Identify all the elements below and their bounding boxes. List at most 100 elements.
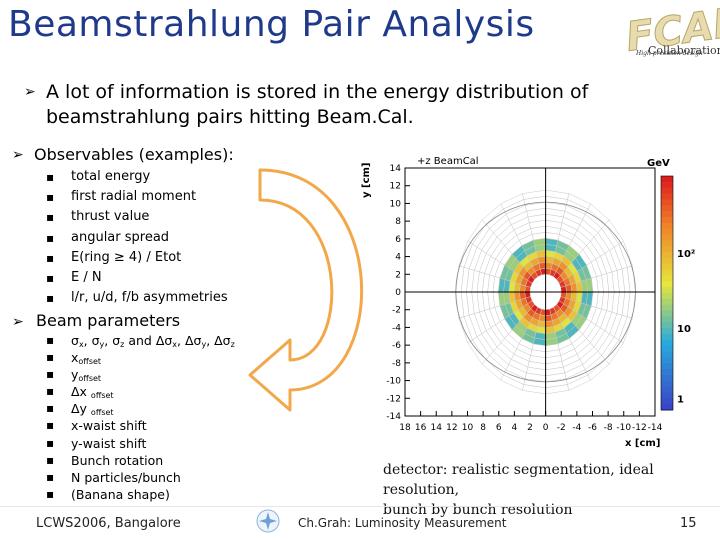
x-tick-label: 0 <box>543 423 549 433</box>
colorbar-segment <box>661 333 673 341</box>
y-tick-label: 14 <box>390 164 402 174</box>
arrow-bullet-icon: ➢ <box>24 84 36 100</box>
list-item: yoffset <box>46 366 235 383</box>
colorbar-segment <box>661 345 673 352</box>
list-item: (Banana shape) <box>46 486 235 503</box>
footer-author: Ch.Grah: Luminosity Measurement <box>298 516 507 530</box>
y-tick-label: -8 <box>392 359 401 369</box>
colorbar-label: 10 <box>677 324 691 335</box>
x-tick-label: -4 <box>572 423 581 433</box>
y-tick-label: 10 <box>390 199 402 209</box>
colorbar-segment <box>661 310 673 317</box>
y-tick-label: -4 <box>392 323 401 333</box>
y-tick-label: 6 <box>395 235 401 245</box>
colorbar-segment <box>661 316 673 323</box>
colorbar-frame <box>660 175 674 411</box>
colorbar-segment <box>661 269 673 276</box>
observables-heading: Observables (examples): <box>34 145 234 164</box>
x-tick-label: 12 <box>446 423 457 433</box>
colorbar-segment <box>661 351 673 358</box>
page-title: Beamstrahlung Pair Analysis <box>8 4 535 45</box>
list-item: y-waist shift <box>46 435 235 452</box>
beam-parameters-list: σx, σy, σz and Δσx, Δσy, Δσz xoffset yof… <box>46 332 235 503</box>
arrow-bullet-icon: ➢ <box>12 147 24 163</box>
colorbar-label: 10² <box>677 249 695 260</box>
colorbar-segment <box>661 257 673 265</box>
y-tick-label: 2 <box>395 270 401 280</box>
colorbar-segment <box>661 211 673 218</box>
list-item: Bunch rotation <box>46 452 235 469</box>
footer-emblem-icon <box>256 509 280 533</box>
list-item: x-waist shift <box>46 417 235 434</box>
observables-list: total energy first radial moment thrust … <box>46 167 228 308</box>
y-tick-label: 12 <box>390 182 401 192</box>
colorbar-segment <box>661 216 673 224</box>
list-item: l/r, u/d, f/b asymmetries <box>46 288 228 308</box>
x-tick-label: 4 <box>512 423 518 433</box>
colorbar-segment <box>661 181 673 189</box>
y-tick-label: 4 <box>395 253 401 263</box>
list-item: E / N <box>46 268 228 288</box>
colorbar-segment <box>661 222 673 230</box>
colorbar-label: 1 <box>677 394 684 405</box>
logo-subtitle: High precision design <box>636 50 703 57</box>
footer-event: LCWS2006, Bangalore <box>36 516 181 531</box>
colorbar-segment <box>661 304 673 312</box>
y-tick-label: 0 <box>395 288 401 298</box>
list-item: N particles/bunch <box>46 469 235 486</box>
detector-note: detector: realistic segmentation, ideal … <box>383 460 720 520</box>
colorbar-segment <box>661 392 673 399</box>
y-tick-label: -12 <box>386 394 401 404</box>
x-tick-label: 6 <box>496 423 502 433</box>
y-tick-label: -2 <box>392 306 401 316</box>
list-item: σx, σy, σz and Δσx, Δσy, Δσz <box>46 332 235 349</box>
y-tick-label: -6 <box>392 341 401 351</box>
y-tick-label: -14 <box>386 412 401 422</box>
colorbar-unit: GeV <box>647 158 670 169</box>
y-axis-label: y [cm] <box>361 163 372 199</box>
colorbar-segment <box>661 234 673 241</box>
x-axis-label: x [cm] <box>625 438 660 448</box>
colorbar-segment <box>661 293 673 300</box>
x-tick-label: -12 <box>632 423 647 433</box>
x-tick-label: 2 <box>527 423 533 433</box>
colorbar-segment <box>661 252 673 259</box>
x-tick-label: -8 <box>604 423 613 433</box>
x-tick-label: 18 <box>399 423 411 433</box>
colorbar-segment <box>661 240 673 247</box>
x-tick-label: 8 <box>480 423 486 433</box>
colorbar-segment <box>661 205 673 212</box>
arrow-bullet-icon: ➢ <box>12 314 24 330</box>
lead-text: A lot of information is stored in the en… <box>46 81 589 128</box>
colorbar-segment <box>661 176 673 183</box>
colorbar-segment <box>661 298 673 306</box>
colorbar-segment <box>661 374 673 382</box>
colorbar-segment <box>661 287 673 294</box>
x-tick-label: 10 <box>462 423 474 433</box>
colorbar-segment <box>661 328 673 335</box>
list-item: Δx offset <box>46 383 235 400</box>
colorbar-segment <box>661 263 673 271</box>
list-item: Δy offset <box>46 400 235 417</box>
list-item: thrust value <box>46 207 228 227</box>
colorbar-segment <box>661 187 673 195</box>
logo-collab: Collaboration <box>648 44 720 57</box>
list-item: xoffset <box>46 349 235 366</box>
x-tick-label: -10 <box>616 423 631 433</box>
x-tick-label: 14 <box>431 423 443 433</box>
colorbar-segment <box>661 339 673 347</box>
list-item: total energy <box>46 167 228 187</box>
colorbar-segment <box>661 369 673 376</box>
beam-parameters-heading: Beam parameters <box>36 311 181 330</box>
colorbar-segment <box>661 228 673 235</box>
colorbar-segment <box>661 404 673 411</box>
x-tick-label: -14 <box>648 423 663 433</box>
x-tick-label: 16 <box>415 423 427 433</box>
colorbar-segment <box>661 363 673 370</box>
colorbar-segment <box>661 275 673 282</box>
detector-note-line1: detector: realistic segmentation, ideal … <box>383 462 654 498</box>
y-tick-label: 8 <box>395 217 401 227</box>
colorbar-segment <box>661 246 673 253</box>
colorbar-segment <box>661 199 673 206</box>
